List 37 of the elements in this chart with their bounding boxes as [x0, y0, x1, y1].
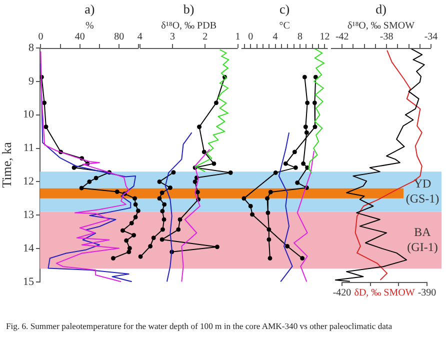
- band-label: YD (GS-1): [406, 176, 440, 206]
- x-tick-label: 12: [320, 32, 330, 43]
- x-tick-label: -420: [332, 288, 352, 299]
- x-tick-label: 2: [202, 32, 208, 43]
- x-tick-label: 4: [272, 32, 278, 43]
- x-axis-title: δ¹⁸O, ‰ PDB: [161, 20, 217, 32]
- x-axis-title: °C: [279, 20, 290, 32]
- y-tick-label: 13: [23, 209, 34, 222]
- y-tick-label: 11: [23, 142, 34, 154]
- x2-axis-title: δ¹⁸O, ‰ SMOW: [347, 20, 416, 32]
- chart-title: b): [183, 1, 194, 16]
- x-tick-label: 3: [170, 32, 176, 43]
- band-label: BA (GI-1): [407, 224, 438, 254]
- y-tick-label: 8: [28, 42, 34, 54]
- x-tick-label: 40: [74, 32, 85, 43]
- x-tick-label: -390: [418, 288, 436, 299]
- caption: Fig. 6. Summer paleotemperature for the water depth of 100 m in the core AMK-340 vs other paleoclimatic data: [6, 321, 394, 331]
- x-tick-label: 0: [248, 32, 254, 43]
- y-tick-label: 15: [23, 276, 34, 288]
- x-axis-title: δD, ‰ SMOW: [354, 288, 416, 299]
- y-axis-title: Time, ka: [0, 142, 14, 188]
- y-tick-label: 14: [23, 242, 34, 254]
- x-tick-label: 1: [235, 32, 240, 43]
- y-tick-label: 10: [23, 108, 34, 121]
- x2-tick-label: -34: [424, 32, 438, 43]
- y-tick-label: 12: [23, 176, 34, 188]
- x-tick-label: 0: [38, 32, 44, 43]
- chart-title: c): [280, 1, 290, 16]
- y-tick-label: 9: [28, 75, 34, 88]
- x2-tick-label: -42: [335, 32, 349, 43]
- chart-title: a): [84, 1, 95, 16]
- x2-tick-label: -38: [380, 32, 394, 43]
- x-tick-label: 80: [114, 32, 124, 43]
- x-tick-label: 8: [297, 32, 302, 43]
- x-tick-label: 4: [137, 32, 142, 43]
- chart-title: d): [376, 1, 386, 16]
- x-axis-title: %: [86, 20, 94, 32]
